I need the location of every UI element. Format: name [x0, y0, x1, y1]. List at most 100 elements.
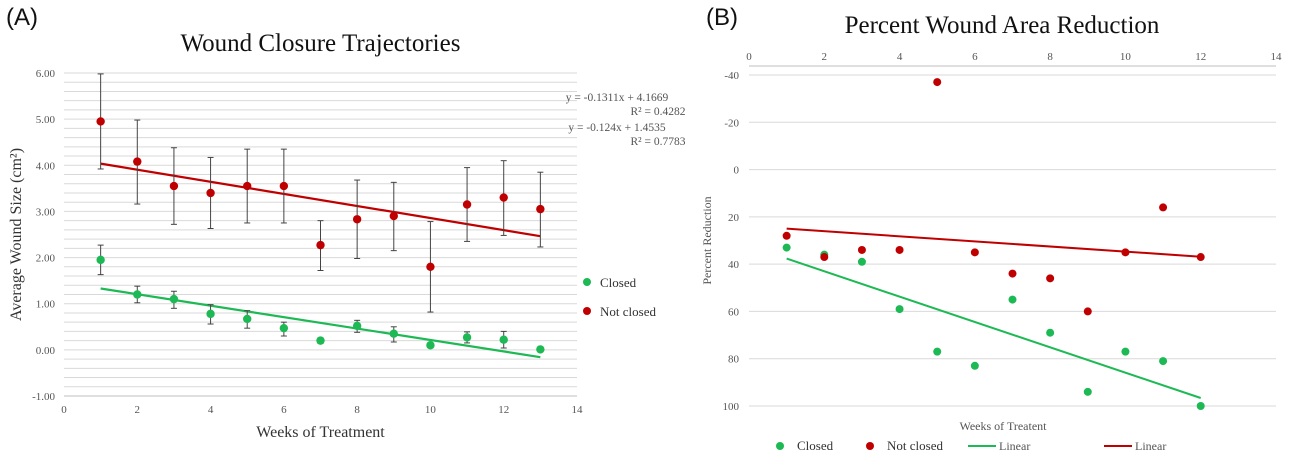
- x-axis-label: Weeks of Treatent: [959, 419, 1047, 433]
- data-point: [820, 253, 829, 262]
- data-point: [462, 200, 472, 209]
- legend-marker: [866, 442, 874, 450]
- trendline: [786, 257, 1202, 399]
- x-tick-label: 10: [425, 404, 437, 416]
- data-point: [279, 323, 289, 333]
- data-point: [970, 248, 979, 257]
- regression-equation: R² = 0.4282: [631, 106, 686, 118]
- data-point: [1046, 274, 1055, 283]
- legend-label: Linear: [1135, 439, 1166, 453]
- trendline: [786, 227, 1201, 258]
- data-point: [857, 245, 866, 254]
- panel-b-label: (B): [706, 4, 738, 31]
- y-tick-label: 60: [728, 306, 740, 318]
- data-point: [1159, 203, 1168, 212]
- regression-equation: y = -0.1311x + 4.1669: [566, 92, 669, 104]
- y-tick-label: 4.00: [36, 160, 56, 172]
- data-point: [206, 309, 215, 319]
- data-point: [352, 215, 362, 224]
- y-tick-label: 80: [728, 354, 740, 366]
- data-point: [499, 335, 508, 344]
- legend-label: Not closed: [887, 438, 943, 453]
- y-tick-label: 0.00: [36, 345, 56, 357]
- x-tick-label: 8: [1047, 51, 1053, 63]
- data-point: [426, 341, 435, 350]
- wound-closure-chart: Wound Closure Trajectories -1.00 0.00 1.00 2…: [8, 30, 686, 441]
- y-tick-label: -40: [724, 70, 739, 82]
- data-point: [389, 329, 398, 338]
- data-point: [536, 345, 545, 354]
- y-tick-label: 0: [734, 165, 740, 177]
- data-point: [1196, 402, 1205, 410]
- data-point: [1121, 347, 1130, 356]
- y-tick-label: 6.00: [36, 68, 56, 80]
- data-point: [279, 181, 289, 191]
- x-tick-label: 4: [208, 404, 214, 416]
- legend-label: Closed: [797, 438, 834, 453]
- x-tick-label: 0: [61, 404, 67, 416]
- regression-equation: y = -0.124x + 1.4535: [568, 122, 666, 134]
- data-point: [243, 181, 252, 191]
- x-axis-label: Weeks of Treatment: [256, 424, 385, 441]
- x-tick-label: 6: [281, 404, 287, 416]
- data-point: [462, 333, 472, 342]
- data-point: [96, 117, 105, 126]
- y-tick-label: 2.00: [36, 253, 56, 265]
- data-point: [1083, 387, 1092, 396]
- data-point: [933, 78, 942, 87]
- data-point: [316, 336, 325, 345]
- chart-title: Wound Closure Trajectories: [181, 30, 461, 57]
- x-tick-label: 8: [354, 404, 360, 416]
- data-point: [933, 347, 942, 356]
- regression-equation: R² = 0.7783: [631, 136, 686, 148]
- data-point: [389, 211, 398, 221]
- x-tick-label: 12: [1195, 51, 1206, 63]
- y-tick-label: 1.00: [36, 299, 56, 311]
- x-tick-label: 14: [1271, 51, 1283, 63]
- data-point: [133, 290, 142, 299]
- legend-label: Linear: [999, 439, 1030, 453]
- legend-marker: [583, 307, 591, 315]
- data-point: [1008, 269, 1017, 278]
- data-point: [857, 257, 866, 266]
- data-point: [243, 314, 252, 324]
- y-tick-label: -20: [724, 117, 739, 129]
- x-tick-label: 6: [972, 51, 978, 63]
- y-tick-label: 100: [723, 401, 740, 413]
- data-point: [1083, 307, 1092, 316]
- chart-title: Percent Wound Area Reduction: [845, 12, 1160, 39]
- data-point: [316, 240, 325, 250]
- data-point: [782, 231, 791, 240]
- y-tick-label: -1.00: [32, 391, 55, 403]
- data-point: [169, 294, 179, 304]
- y-tick-label: 20: [728, 212, 740, 224]
- x-tick-label: 4: [897, 51, 903, 63]
- x-tick-label: 10: [1120, 51, 1132, 63]
- data-point: [1008, 295, 1017, 304]
- data-point: [970, 361, 979, 370]
- data-point: [169, 181, 179, 191]
- y-axis-label: Percent Reduction: [700, 196, 714, 284]
- data-point: [96, 255, 105, 265]
- data-point: [536, 204, 545, 214]
- data-point: [782, 243, 791, 252]
- x-tick-label: 2: [822, 51, 828, 63]
- legend-marker: [776, 442, 784, 450]
- data-point: [1196, 253, 1205, 262]
- y-tick-label: 40: [728, 259, 740, 271]
- data-point: [1159, 357, 1168, 366]
- y-tick-label: 5.00: [36, 114, 56, 126]
- data-point: [426, 262, 435, 271]
- x-tick-label: 12: [498, 404, 509, 416]
- legend-label: Closed: [600, 275, 637, 290]
- data-point: [206, 188, 215, 198]
- data-point: [1046, 328, 1055, 337]
- x-tick-label: 2: [135, 404, 141, 416]
- data-point: [895, 305, 904, 314]
- legend-label: Not closed: [600, 304, 656, 319]
- legend-marker: [583, 278, 591, 286]
- y-tick-label: 3.00: [36, 206, 56, 218]
- data-point: [352, 321, 362, 331]
- panel-a-label: (A): [6, 4, 38, 31]
